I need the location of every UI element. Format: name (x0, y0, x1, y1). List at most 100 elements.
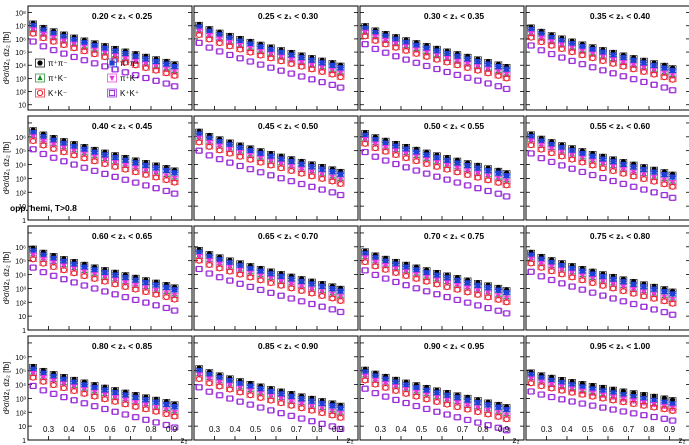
data-point (30, 382, 37, 390)
data-point (495, 424, 502, 431)
data-point (661, 74, 668, 81)
data-point (599, 292, 606, 299)
data-point (337, 73, 344, 81)
data-point (227, 265, 233, 271)
data-point (30, 137, 37, 145)
data-point (475, 165, 481, 171)
data-point (30, 38, 37, 45)
data-point (308, 418, 315, 425)
data-point (217, 32, 223, 38)
data-point (257, 394, 264, 401)
data-point (383, 145, 389, 151)
data-point (372, 373, 378, 379)
data-point (153, 185, 160, 192)
data-point (528, 27, 534, 33)
series-group (361, 366, 511, 434)
data-point (299, 55, 305, 61)
data-point (423, 278, 430, 285)
y-tick-label: 10³ (16, 286, 27, 293)
data-point (206, 258, 212, 264)
data-point (383, 38, 389, 44)
data-point (630, 410, 637, 417)
data-point (329, 409, 335, 415)
data-point (362, 377, 369, 384)
data-point (651, 292, 657, 298)
data-point (393, 148, 399, 154)
data-point (362, 374, 368, 380)
data-point (651, 306, 658, 313)
data-point (403, 272, 410, 280)
data-point (485, 70, 492, 77)
data-point (171, 404, 178, 410)
data-point (92, 384, 98, 391)
x-tick-label: 0.6 (104, 425, 116, 434)
data-point (495, 404, 501, 410)
data-point (226, 43, 233, 50)
data-point (61, 258, 67, 265)
data-point (620, 298, 627, 305)
data-point (454, 71, 461, 79)
data-point (206, 270, 213, 277)
data-point (132, 296, 139, 303)
data-point (81, 390, 88, 397)
y-tick-label: 10² (16, 300, 27, 307)
data-point (278, 165, 285, 172)
data-point (278, 156, 284, 162)
data-point (589, 289, 596, 296)
data-point (620, 279, 626, 285)
data-point (569, 398, 576, 405)
data-point (60, 384, 67, 392)
data-point (362, 148, 369, 156)
data-point (610, 390, 616, 396)
panel: 0.95 < z₁ < 1.00 (525, 335, 689, 441)
data-point (298, 73, 305, 80)
data-point (640, 402, 647, 409)
data-point (495, 170, 501, 176)
data-point (337, 71, 344, 77)
data-point (589, 162, 596, 169)
data-point (538, 31, 544, 37)
data-point (434, 48, 440, 54)
legend-marker (37, 74, 43, 81)
data-point (247, 271, 253, 277)
data-point (503, 412, 510, 419)
data-point (610, 285, 617, 292)
legend-box (35, 88, 45, 98)
data-point (91, 158, 98, 165)
data-point (206, 135, 212, 141)
data-point (669, 417, 676, 424)
panel: 0.50 < z₁ < 0.55 (359, 115, 525, 221)
data-point (171, 170, 178, 176)
y-tick-label: 10 (18, 314, 26, 321)
data-point (30, 23, 36, 29)
data-point (81, 400, 88, 407)
data-point (247, 166, 254, 173)
data-point (661, 177, 667, 184)
data-point (503, 296, 510, 302)
data-point (91, 51, 98, 58)
data-point (599, 395, 606, 402)
data-point (610, 397, 617, 404)
x-tick-label: 0.4 (395, 425, 407, 434)
data-point (383, 33, 389, 39)
data-point (538, 146, 545, 153)
data-point (392, 396, 399, 404)
data-point (171, 293, 178, 299)
data-point (528, 150, 535, 157)
data-point (226, 277, 233, 284)
data-point (620, 180, 627, 188)
data-point (122, 401, 129, 408)
data-point (610, 276, 616, 282)
data-point (206, 140, 212, 146)
data-point (71, 152, 78, 159)
data-point (495, 410, 501, 416)
data-point (403, 382, 409, 388)
data-point (217, 262, 223, 268)
y-tick-label: 1 (22, 218, 26, 225)
data-point (267, 162, 274, 169)
data-point (464, 299, 471, 306)
data-point (133, 283, 139, 289)
data-point (464, 171, 471, 179)
data-point (641, 166, 647, 173)
data-point (329, 68, 335, 74)
